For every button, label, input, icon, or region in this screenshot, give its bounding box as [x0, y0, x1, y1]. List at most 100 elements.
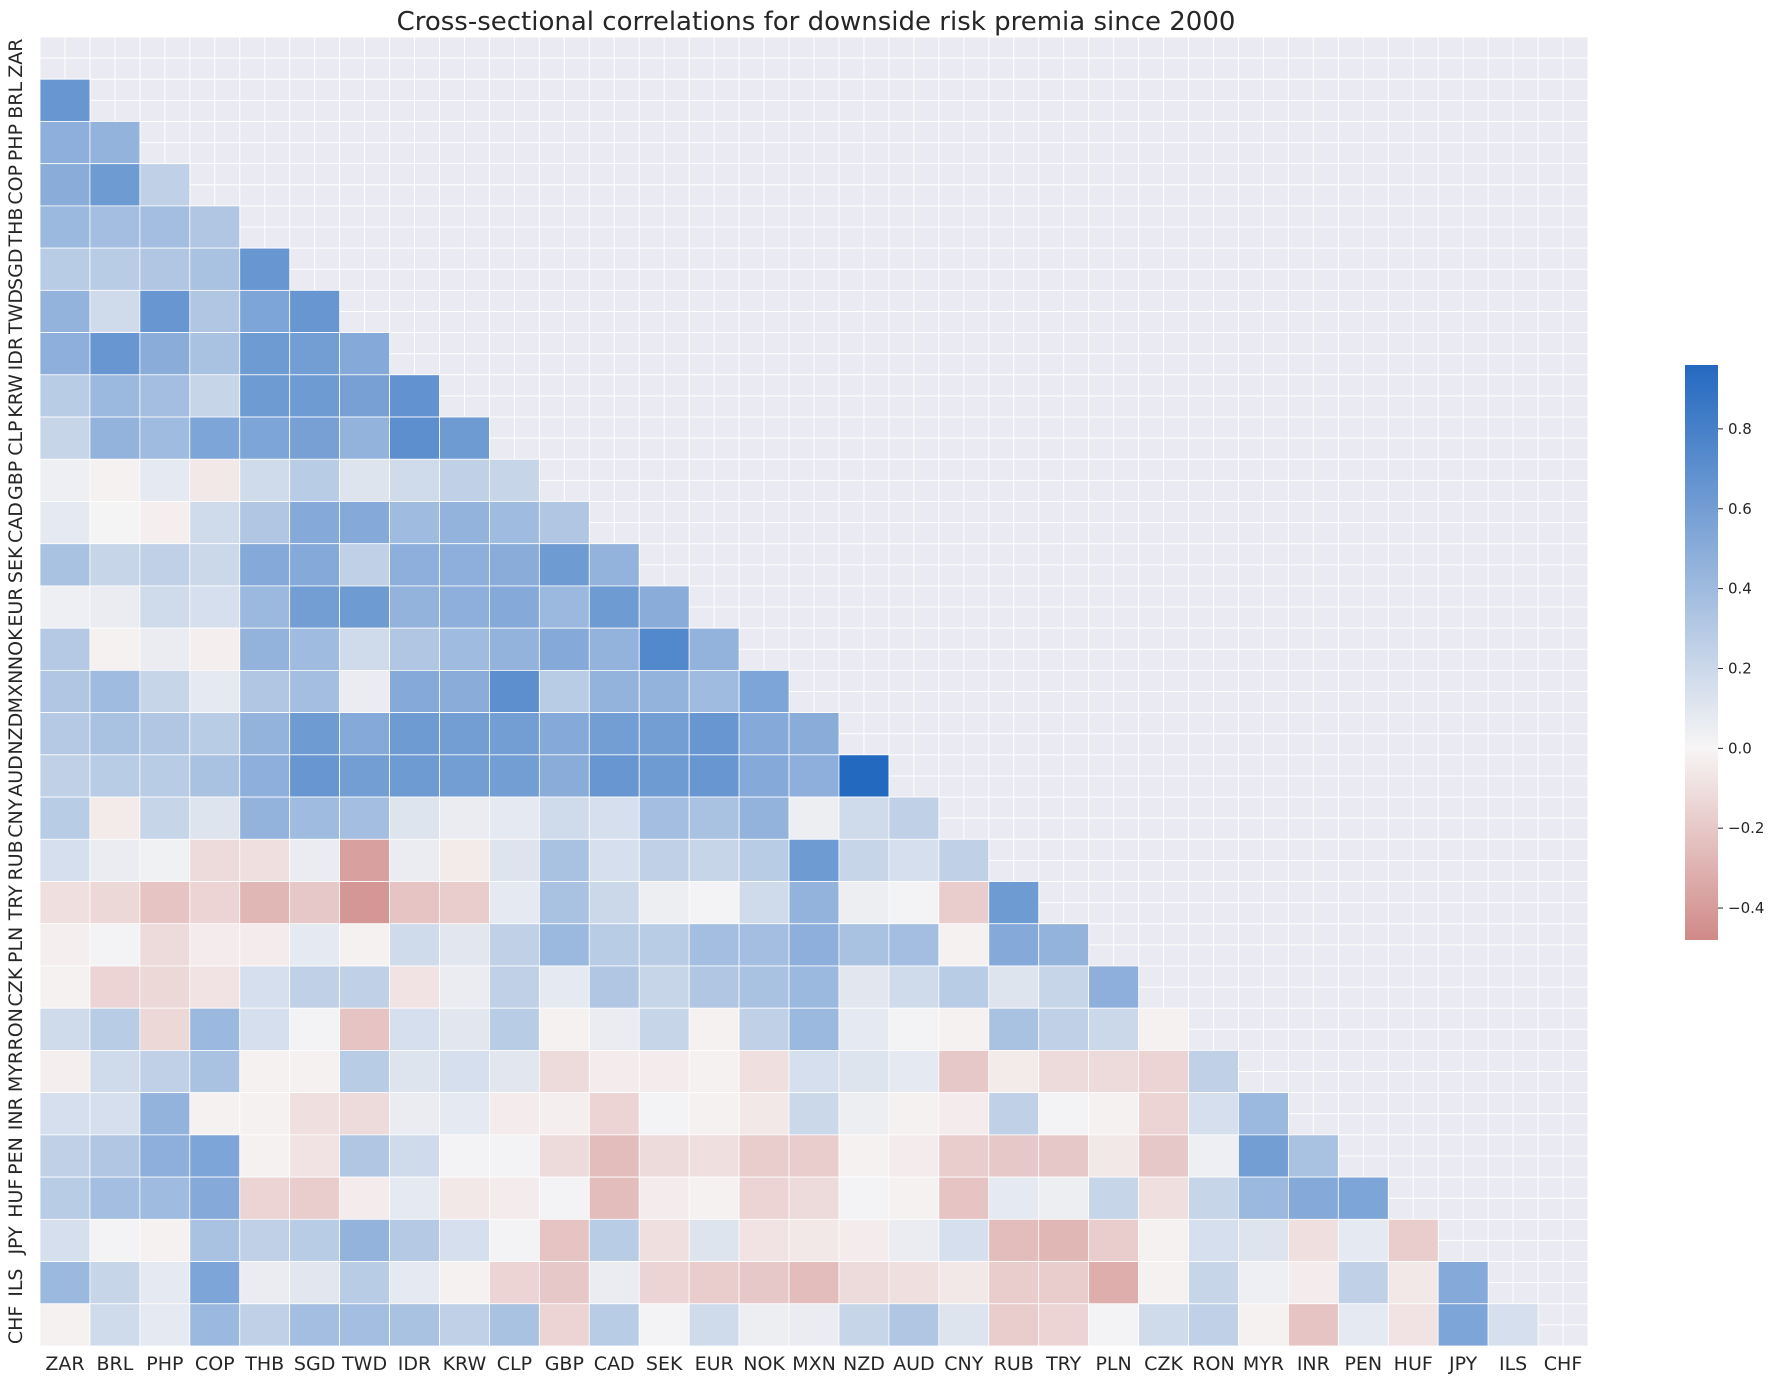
- heatmap-cell-INR-KRW: [439, 1092, 490, 1136]
- y-tick-label: SGD: [5, 249, 27, 290]
- heatmap-cell-ILS-NOK: [738, 1261, 790, 1305]
- heatmap-cell-CAD-THB: [239, 501, 291, 545]
- heatmap-cell-TWD-THB: [239, 289, 291, 333]
- heatmap-cell-RUB-EUR: [688, 838, 740, 882]
- heatmap-cell-PEN-MXN: [788, 1134, 840, 1178]
- heatmap-cell-CZK-NZD: [838, 965, 890, 1009]
- heatmap-cell-TWD-ZAR: [39, 289, 91, 333]
- heatmap-cell-MXN-PHP: [139, 669, 191, 714]
- heatmap-cell-GBP-ZAR: [39, 458, 91, 502]
- heatmap-cell-CHF-BRL: [89, 1303, 141, 1347]
- heatmap-cell-CZK-THB: [239, 965, 291, 1009]
- heatmap-cell-CZK-CNY: [938, 965, 990, 1009]
- x-tick-label: HUF: [1394, 1353, 1433, 1375]
- heatmap-cell-CNY-GBP: [538, 796, 590, 840]
- heatmap-cell-NZD-THB: [239, 712, 291, 756]
- heatmap-cell-EUR-SGD: [289, 585, 341, 629]
- heatmap-cell-EUR-TWD: [339, 585, 390, 629]
- heatmap-cell-CLP-PHP: [139, 416, 191, 460]
- heatmap-cells: [39, 36, 1589, 1347]
- heatmap-cell-RON-COP: [189, 1007, 241, 1051]
- heatmap-cell-MYR-RON: [1188, 1050, 1239, 1094]
- heatmap-cell-SEK-PHP: [139, 543, 191, 587]
- heatmap-cell-ILS-RUB: [988, 1261, 1040, 1305]
- heatmap-cell-RON-TRY: [1038, 1007, 1090, 1051]
- heatmap-cell-HUF-RON: [1188, 1176, 1239, 1220]
- heatmap-cell-CHF-ILS: [1487, 1303, 1539, 1347]
- heatmap-cell-CAD-BRL: [89, 501, 141, 545]
- heatmap-cell-MYR-TWD: [339, 1050, 390, 1094]
- heatmap-cell-EUR-CAD: [588, 585, 640, 629]
- colorbar: −0.4 −0.2 0.0 0.2 0.4 0.6 0.8: [1685, 365, 1764, 940]
- heatmap-cell-PLN-RUB: [988, 923, 1040, 967]
- heatmap-cell-TRY-RUB: [988, 881, 1040, 925]
- heatmap-cell-RON-CLP: [489, 1007, 540, 1051]
- heatmap-cell-CZK-CLP: [489, 965, 540, 1009]
- heatmap-cell-IDR-THB: [239, 332, 291, 376]
- heatmap-cell-SEK-TWD: [339, 543, 390, 587]
- heatmap-cell-MYR-THB: [239, 1050, 291, 1094]
- heatmap-cell-JPY-IDR: [389, 1218, 440, 1262]
- x-tick-label: RON: [1192, 1353, 1234, 1375]
- heatmap-cell-RON-PHP: [139, 1007, 191, 1051]
- heatmap-cell-RON-TWD: [339, 1007, 390, 1051]
- heatmap-cell-CAD-SGD: [289, 501, 341, 545]
- chart-title: Cross-sectional correlations for downsid…: [397, 7, 1236, 37]
- heatmap-cell-ILS-CNY: [938, 1261, 990, 1305]
- heatmap-cell-ILS-CLP: [489, 1261, 540, 1305]
- heatmap-cell-PEN-BRL: [89, 1134, 141, 1178]
- heatmap-cell-RUB-CAD: [588, 838, 640, 882]
- y-tick-label: THB: [5, 208, 27, 248]
- y-tick-label: ZAR: [5, 39, 27, 78]
- heatmap-cell-TRY-CLP: [489, 881, 540, 925]
- heatmap-cell-INR-NOK: [738, 1092, 790, 1136]
- heatmap-cell-KRW-COP: [189, 374, 241, 418]
- heatmap-cell-PLN-TWD: [339, 923, 390, 967]
- heatmap-cell-COP-BRL: [89, 163, 141, 207]
- heatmap-cell-NZD-SEK: [638, 712, 690, 756]
- heatmap-cell-RON-EUR: [688, 1007, 740, 1051]
- y-tick-label: EUR: [5, 587, 27, 626]
- heatmap-cell-TRY-AUD: [888, 881, 940, 925]
- heatmap-cell-ILS-INR: [1287, 1261, 1339, 1305]
- heatmap-cell-PLN-CNY: [938, 923, 990, 967]
- heatmap-cell-MXN-IDR: [389, 669, 440, 714]
- heatmap-cell-MXN-GBP: [538, 669, 590, 714]
- heatmap-cell-CHF-CNY: [938, 1303, 990, 1347]
- heatmap-cell-CHF-INR: [1287, 1303, 1339, 1347]
- heatmap-cell-RON-THB: [239, 1007, 291, 1051]
- heatmap-cell-JPY-KRW: [439, 1218, 490, 1262]
- heatmap-cell-TRY-SEK: [638, 881, 690, 925]
- x-tick-label: CHF: [1544, 1353, 1582, 1375]
- heatmap-cell-EUR-THB: [239, 585, 291, 629]
- heatmap-cell-NOK-CAD: [588, 627, 640, 671]
- heatmap-cell-ILS-EUR: [688, 1261, 740, 1305]
- heatmap-cell-NOK-CLP: [489, 627, 540, 671]
- heatmap-cell-NOK-IDR: [389, 627, 440, 671]
- heatmap-cell-RON-BRL: [89, 1007, 141, 1051]
- heatmap-cell-TRY-THB: [239, 881, 291, 925]
- heatmap-cell-AUD-TWD: [339, 754, 390, 798]
- heatmap-cell-SEK-THB: [239, 543, 291, 587]
- heatmap-cell-CNY-ZAR: [39, 796, 91, 840]
- heatmap-cell-CHF-KRW: [439, 1303, 490, 1347]
- heatmap-cell-KRW-BRL: [89, 374, 141, 418]
- heatmap-cell-TRY-MXN: [788, 881, 840, 925]
- heatmap-cell-RON-ZAR: [39, 1007, 91, 1051]
- x-tick-label: NOK: [743, 1353, 785, 1375]
- heatmap-cell-SEK-COP: [189, 543, 241, 587]
- heatmap-cell-HUF-SGD: [289, 1176, 341, 1220]
- heatmap-cell-RON-SGD: [289, 1007, 341, 1051]
- heatmap-cell-JPY-CNY: [938, 1218, 990, 1262]
- heatmap-cell-NZD-ZAR: [39, 712, 91, 756]
- y-tick-label: TRY: [5, 885, 27, 922]
- heatmap-cell-PEN-RON: [1188, 1134, 1239, 1178]
- heatmap-cell-ILS-THB: [239, 1261, 291, 1305]
- heatmap-cell-HUF-NZD: [838, 1176, 890, 1220]
- heatmap-cell-MYR-NZD: [838, 1050, 890, 1094]
- heatmap-cell-SEK-CAD: [588, 543, 640, 587]
- heatmap-cell-HUF-RUB: [988, 1176, 1040, 1220]
- heatmap-cell-CHF-ZAR: [39, 1303, 91, 1347]
- heatmap-cell-PLN-THB: [239, 923, 291, 967]
- heatmap-cell-PEN-CZK: [1138, 1134, 1189, 1178]
